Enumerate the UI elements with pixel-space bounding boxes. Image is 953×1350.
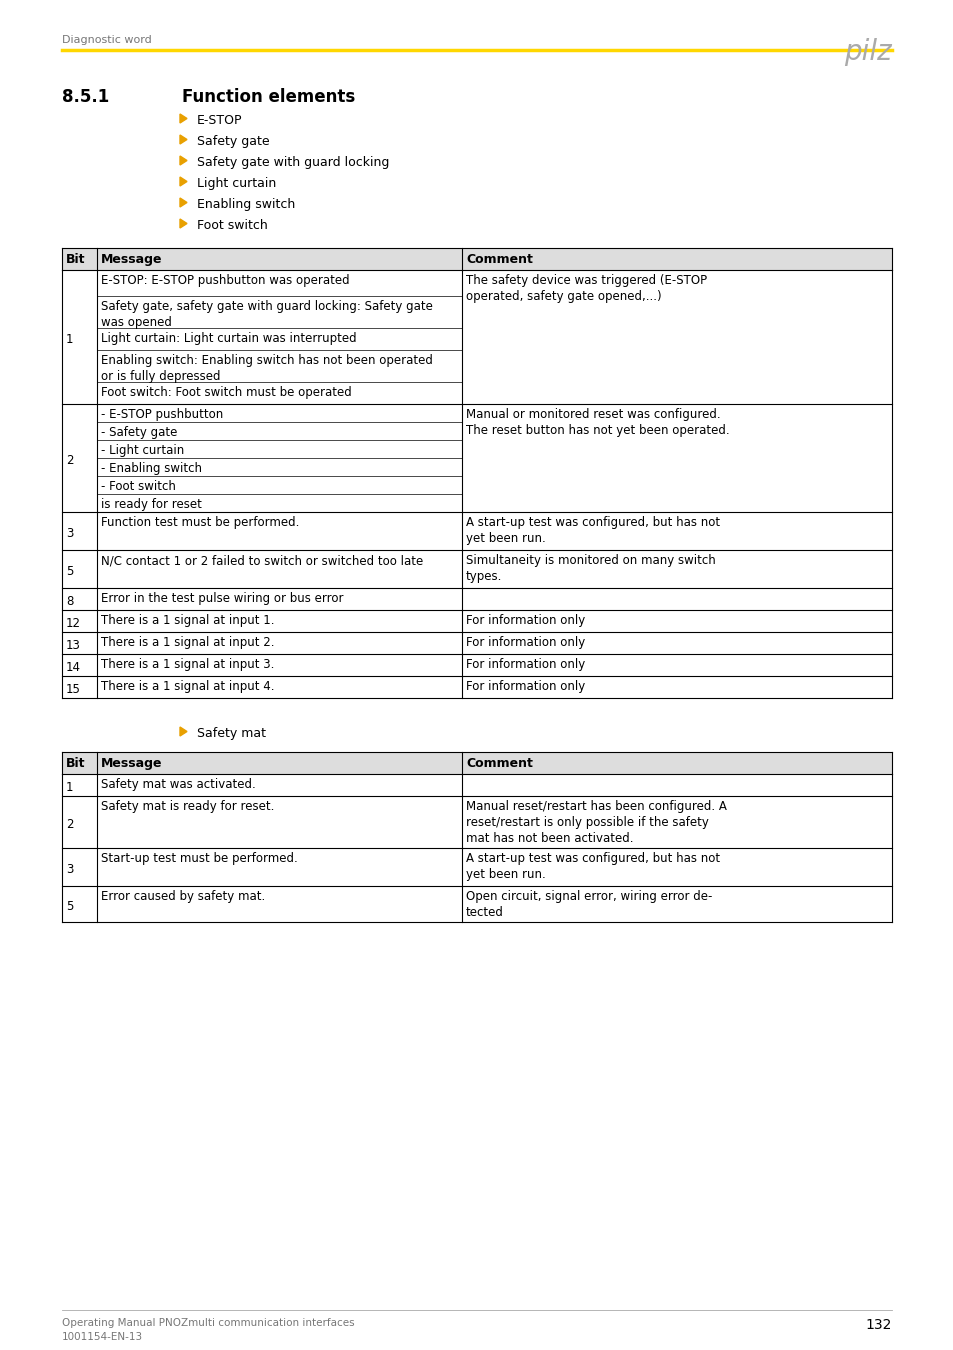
Text: 8.5.1: 8.5.1 [62, 88, 110, 107]
Polygon shape [180, 728, 187, 736]
Text: Light curtain: Light curtain was interrupted: Light curtain: Light curtain was interru… [101, 332, 356, 346]
Polygon shape [180, 113, 187, 123]
Text: Safety mat: Safety mat [196, 728, 266, 740]
Polygon shape [180, 135, 187, 144]
Text: A start-up test was configured, but has not
yet been run.: A start-up test was configured, but has … [465, 516, 720, 545]
Text: There is a 1 signal at input 4.: There is a 1 signal at input 4. [101, 680, 274, 693]
Text: Manual reset/restart has been configured. A
reset/restart is only possible if th: Manual reset/restart has been configured… [465, 801, 726, 845]
Text: N/C contact 1 or 2 failed to switch or switched too late: N/C contact 1 or 2 failed to switch or s… [101, 554, 423, 567]
Text: 3: 3 [66, 526, 73, 540]
Text: The safety device was triggered (E-STOP
operated, safety gate opened,...): The safety device was triggered (E-STOP … [465, 274, 706, 302]
Text: There is a 1 signal at input 3.: There is a 1 signal at input 3. [101, 657, 274, 671]
Text: Function test must be performed.: Function test must be performed. [101, 516, 299, 529]
Text: Foot switch: Foot switch [196, 219, 268, 232]
Text: 8: 8 [66, 595, 73, 608]
Text: 132: 132 [864, 1318, 891, 1332]
Text: Message: Message [101, 757, 162, 769]
Polygon shape [180, 157, 187, 165]
Text: Safety gate with guard locking: Safety gate with guard locking [196, 157, 389, 169]
Text: 2: 2 [66, 454, 73, 467]
Text: Open circuit, signal error, wiring error de-
tected: Open circuit, signal error, wiring error… [465, 890, 712, 919]
Text: A start-up test was configured, but has not
yet been run.: A start-up test was configured, but has … [465, 852, 720, 882]
Text: pilz: pilz [843, 38, 891, 66]
Text: Enabling switch: Enabling switch has not been operated
or is fully depressed: Enabling switch: Enabling switch has not… [101, 354, 433, 383]
Text: Manual or monitored reset was configured.
The reset button has not yet been oper: Manual or monitored reset was configured… [465, 408, 729, 437]
Text: 14: 14 [66, 662, 81, 674]
Text: Safety gate, safety gate with guard locking: Safety gate
was opened: Safety gate, safety gate with guard lock… [101, 300, 433, 329]
Text: 5: 5 [66, 900, 73, 913]
Text: 1: 1 [66, 782, 73, 794]
Text: Diagnostic word: Diagnostic word [62, 35, 152, 45]
Text: 13: 13 [66, 639, 81, 652]
Text: For information only: For information only [465, 657, 584, 671]
Text: Operating Manual PNOZmulti communication interfaces
1001154-EN-13: Operating Manual PNOZmulti communication… [62, 1318, 355, 1342]
Text: Start-up test must be performed.: Start-up test must be performed. [101, 852, 297, 865]
Text: Light curtain: Light curtain [196, 177, 276, 190]
Text: 3: 3 [66, 863, 73, 876]
Text: - Foot switch: - Foot switch [101, 481, 175, 493]
Text: - Light curtain: - Light curtain [101, 444, 184, 458]
Polygon shape [180, 198, 187, 207]
Text: Error caused by safety mat.: Error caused by safety mat. [101, 890, 265, 903]
Text: There is a 1 signal at input 2.: There is a 1 signal at input 2. [101, 636, 274, 649]
Text: Bit: Bit [66, 252, 86, 266]
Bar [62, 248, 891, 270]
Text: For information only: For information only [465, 680, 584, 693]
Text: 1: 1 [66, 333, 73, 346]
Text: Comment: Comment [465, 252, 533, 266]
Text: For information only: For information only [465, 614, 584, 626]
Text: Comment: Comment [465, 757, 533, 769]
Polygon shape [180, 177, 187, 186]
Text: Safety gate: Safety gate [196, 135, 270, 148]
Polygon shape [180, 219, 187, 228]
Text: Error in the test pulse wiring or bus error: Error in the test pulse wiring or bus er… [101, 593, 343, 605]
Text: - E-STOP pushbutton: - E-STOP pushbutton [101, 408, 223, 421]
Text: For information only: For information only [465, 636, 584, 649]
Text: There is a 1 signal at input 1.: There is a 1 signal at input 1. [101, 614, 274, 626]
Text: Safety mat is ready for reset.: Safety mat is ready for reset. [101, 801, 274, 813]
Text: 2: 2 [66, 818, 73, 832]
Text: - Safety gate: - Safety gate [101, 427, 177, 439]
Text: is ready for reset: is ready for reset [101, 498, 202, 512]
Text: Safety mat was activated.: Safety mat was activated. [101, 778, 255, 791]
Text: 5: 5 [66, 566, 73, 578]
Text: E-STOP: E-STOP pushbutton was operated: E-STOP: E-STOP pushbutton was operated [101, 274, 349, 288]
Text: 12: 12 [66, 617, 81, 630]
Text: - Enabling switch: - Enabling switch [101, 462, 202, 475]
Text: Foot switch: Foot switch must be operated: Foot switch: Foot switch must be operate… [101, 386, 352, 400]
Text: Function elements: Function elements [182, 88, 355, 107]
Text: Simultaneity is monitored on many switch
types.: Simultaneity is monitored on many switch… [465, 554, 715, 583]
Text: E-STOP: E-STOP [196, 113, 242, 127]
Bar [62, 752, 891, 774]
Text: Bit: Bit [66, 757, 86, 769]
Text: Enabling switch: Enabling switch [196, 198, 294, 211]
Text: Message: Message [101, 252, 162, 266]
Text: 15: 15 [66, 683, 81, 697]
